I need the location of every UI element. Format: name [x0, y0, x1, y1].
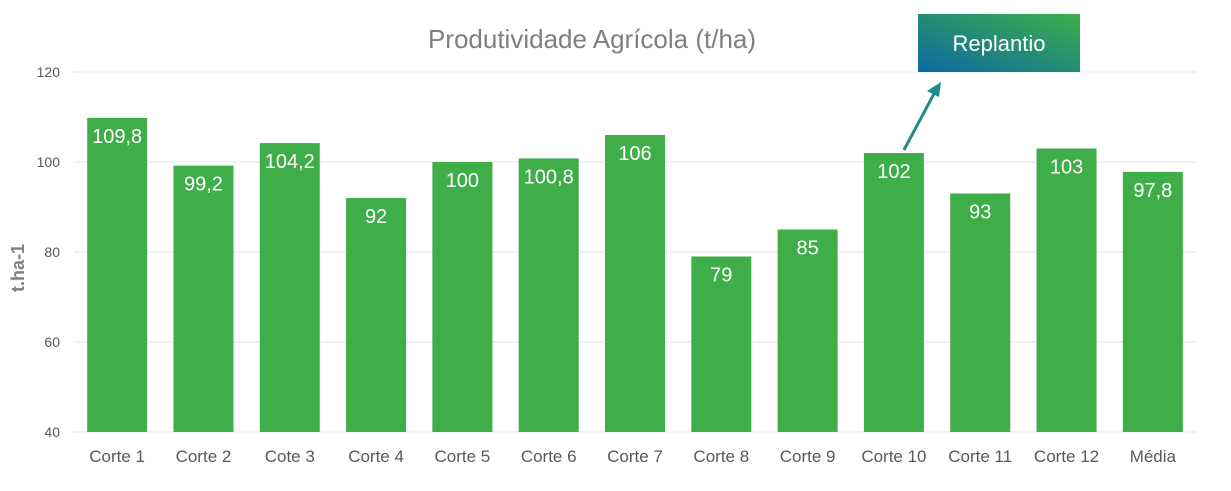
- bar-value-label: 97,8: [1133, 180, 1172, 202]
- y-tick-label: 120: [37, 64, 61, 80]
- callout-arrowhead: [927, 82, 941, 97]
- data-labels: 109,8 99,2 104,2 92 100 100,8 106 79 85 102 93 103 9…: [92, 126, 1172, 287]
- bar-value-label: 79: [710, 265, 732, 287]
- bar-10: [863, 153, 924, 432]
- y-tick-label: 60: [44, 334, 60, 350]
- bar-value-label: 99,2: [184, 174, 223, 196]
- y-axis-label: t.ha-1: [8, 244, 28, 292]
- x-tick-label: Corte 2: [176, 447, 232, 466]
- bar-9: [777, 229, 838, 432]
- bars: [87, 117, 1183, 433]
- bar-11: [950, 193, 1011, 432]
- y-axis-ticks: 40 60 80 100 120: [37, 64, 61, 440]
- bar-value-label: 92: [365, 206, 387, 228]
- x-tick-label: Corte 12: [1034, 447, 1099, 466]
- chart-title: Produtividade Agrícola (t/ha): [428, 24, 756, 54]
- bar-value-label: 106: [618, 143, 651, 165]
- x-tick-label: Corte 6: [521, 447, 577, 466]
- x-tick-label: Corte 4: [348, 447, 404, 466]
- y-tick-label: 40: [44, 424, 60, 440]
- x-tick-label: Corte 8: [693, 447, 749, 466]
- x-tick-label: Cote 3: [265, 447, 315, 466]
- callout-arrow-line: [902, 89, 938, 151]
- bar-value-label: 100: [446, 170, 479, 192]
- bar-1: [87, 117, 148, 433]
- bar-value-label: 100,8: [524, 166, 574, 188]
- bar-value-label: 103: [1050, 157, 1083, 179]
- x-tick-label: Corte 10: [861, 447, 926, 466]
- callout-box: [918, 14, 1080, 72]
- x-tick-label: Corte 7: [607, 447, 663, 466]
- bar-2: [173, 165, 234, 432]
- bar-value-label: 109,8: [92, 126, 142, 148]
- bar-4: [346, 198, 407, 432]
- bar-3: [259, 143, 320, 432]
- x-tick-label: Corte 5: [435, 447, 491, 466]
- replantio-callout: Replantio: [902, 14, 1080, 151]
- x-tick-label: Média: [1130, 447, 1177, 466]
- bar-8: [691, 256, 752, 432]
- bar-12: [1036, 148, 1097, 432]
- x-tick-label: Corte 1: [89, 447, 145, 466]
- x-tick-label: Corte 9: [780, 447, 836, 466]
- bar-5: [432, 162, 493, 432]
- x-tick-label: Corte 11: [948, 447, 1012, 466]
- callout-label: Replantio: [953, 31, 1046, 56]
- y-tick-label: 80: [44, 244, 60, 260]
- bar-7: [605, 135, 665, 432]
- bar-value-label: 102: [877, 161, 910, 183]
- bar-6: [518, 158, 579, 432]
- bar-13: [1122, 171, 1183, 432]
- bar-value-label: 93: [969, 202, 991, 224]
- x-axis-ticks: Corte 1 Corte 2 Cote 3 Corte 4 Corte 5 Corte …: [89, 447, 1176, 466]
- bar-value-label: 85: [796, 238, 818, 260]
- bar-value-label: 104,2: [265, 151, 315, 173]
- y-tick-label: 100: [37, 154, 61, 170]
